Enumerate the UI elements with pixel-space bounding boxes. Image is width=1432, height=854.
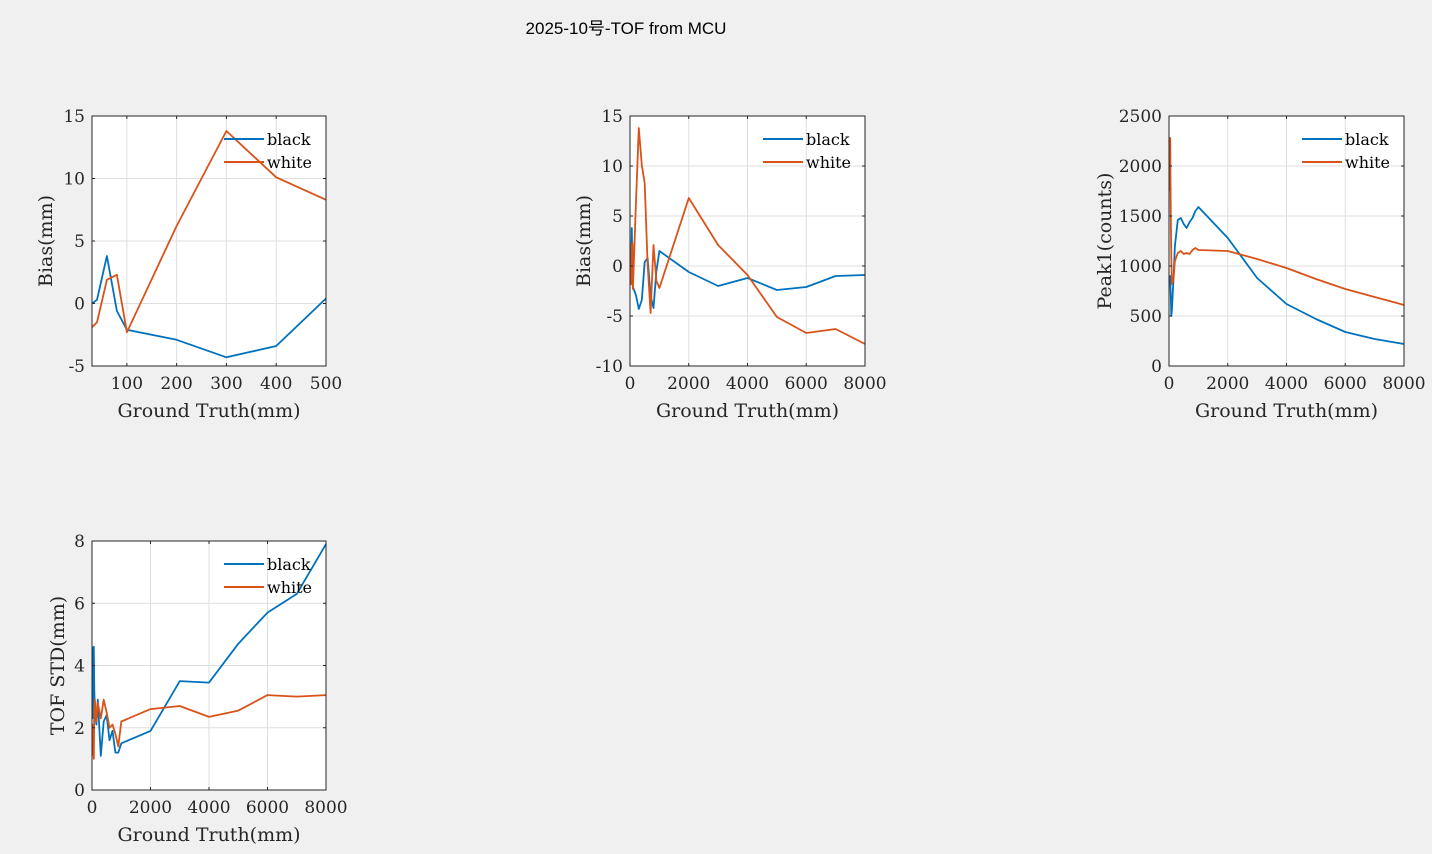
y-tick-label: 0 [74,295,85,315]
x-axis-label: Ground Truth(mm) [1195,400,1378,422]
x-tick-label: 6000 [246,798,289,818]
x-tick-label: 0 [1164,374,1175,394]
x-tick-label: 2000 [667,374,710,394]
x-axis-label: Ground Truth(mm) [117,824,300,846]
legend-label-white: white [267,153,312,172]
y-tick-label: 2000 [1119,157,1162,177]
x-tick-label: 8000 [304,798,347,818]
legend-label-black: black [1345,130,1389,149]
x-tick-label: 2000 [1206,374,1249,394]
legend-label-black: black [806,130,850,149]
y-tick-label: 10 [601,157,623,177]
x-tick-label: 0 [625,374,636,394]
y-tick-label: 1500 [1119,207,1162,227]
x-axis-label: Ground Truth(mm) [117,400,300,422]
x-tick-label: 300 [210,374,242,394]
x-tick-label: 400 [260,374,292,394]
x-tick-label: 2000 [129,798,172,818]
legend-label-white: white [1345,153,1390,172]
x-tick-label: 6000 [785,374,828,394]
y-axis-label: TOF STD(mm) [47,596,69,735]
legend-label-black: black [267,130,311,149]
y-tick-label: 500 [1130,307,1162,327]
x-tick-label: 4000 [726,374,769,394]
x-tick-label: 200 [160,374,192,394]
y-tick-label: 5 [74,232,85,252]
y-axis-label: Peak1(counts) [1094,173,1116,310]
y-tick-label: 8 [74,532,85,552]
legend-label-white: white [267,578,312,597]
y-axis-label: Bias(mm) [573,195,595,287]
x-tick-label: 4000 [187,798,230,818]
y-tick-label: 15 [601,107,623,127]
y-tick-label: -10 [596,357,623,377]
x-tick-label: 0 [87,798,98,818]
y-tick-label: 6 [74,594,85,614]
chart-4: 0 2000 4000 6000 8000 0 2 4 6 8 Ground Truth(mm) TO… [47,532,348,846]
figure-title: 2025-10号-TOF from MCU [525,19,727,38]
y-tick-label: 15 [63,107,85,127]
x-tick-label: 6000 [1324,374,1367,394]
y-tick-label: 2 [74,719,85,739]
y-tick-label: 0 [74,781,85,801]
y-tick-label: -5 [606,307,623,327]
series-line-white [630,127,866,345]
chart-3: 0 2000 4000 6000 8000 0 500 1000 1500 2000 2500 Gro… [1094,107,1426,422]
x-tick-label: 8000 [843,374,886,394]
y-tick-label: 0 [612,257,623,277]
y-tick-label: 1000 [1119,257,1162,277]
x-tick-label: 100 [111,374,143,394]
legend-label-black: black [267,555,311,574]
y-tick-label: 4 [74,657,85,677]
y-tick-label: 10 [63,170,85,190]
y-axis-label: Bias(mm) [35,195,57,287]
y-tick-label: 2500 [1119,107,1162,127]
chart-2: 0 2000 4000 6000 8000 -10 -5 0 5 10 15 Ground Truth… [573,107,887,422]
x-tick-label: 500 [310,374,342,394]
x-axis-label: Ground Truth(mm) [656,400,839,422]
y-tick-label: 0 [1151,357,1162,377]
y-tick-label: -5 [68,357,85,377]
chart-1: 100 200 300 400 500 -5 0 5 10 15 Ground Truth(mm) B… [35,107,342,422]
y-tick-label: 5 [612,207,623,227]
legend-label-white: white [806,153,851,172]
series-line-white [92,694,327,760]
series-line-white [1169,137,1405,306]
series-line-black [1169,206,1405,345]
x-tick-label: 4000 [1265,374,1308,394]
x-tick-label: 8000 [1382,374,1425,394]
